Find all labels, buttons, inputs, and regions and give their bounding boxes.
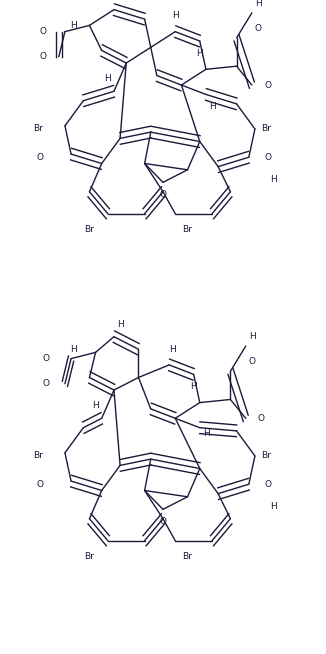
Text: H: H (70, 345, 77, 354)
Text: H: H (117, 320, 124, 328)
Text: Br: Br (183, 552, 192, 561)
Text: O: O (255, 24, 262, 33)
Text: O: O (39, 52, 47, 61)
Text: H: H (249, 332, 256, 341)
Text: Br: Br (84, 225, 95, 234)
Text: H: H (92, 402, 99, 410)
Text: O: O (159, 190, 167, 199)
Text: O: O (39, 27, 47, 36)
Text: Br: Br (84, 552, 95, 561)
Text: O: O (264, 153, 271, 162)
Text: H: H (255, 0, 262, 8)
Text: Br: Br (183, 225, 192, 234)
Text: H: H (209, 103, 216, 111)
Text: H: H (270, 502, 277, 511)
Text: Br: Br (261, 124, 271, 133)
Text: O: O (264, 80, 271, 90)
Text: O: O (37, 480, 43, 489)
Text: H: H (169, 345, 176, 354)
Text: O: O (37, 153, 43, 162)
Text: O: O (43, 354, 50, 363)
Text: Br: Br (34, 451, 43, 460)
Text: Br: Br (261, 451, 271, 460)
Text: H: H (70, 21, 77, 30)
Text: H: H (203, 430, 210, 438)
Text: H: H (172, 12, 179, 20)
Text: Br: Br (34, 124, 43, 133)
Text: H: H (190, 383, 197, 391)
Text: H: H (104, 75, 111, 83)
Text: O: O (43, 379, 50, 388)
Text: O: O (264, 480, 271, 489)
Text: O: O (159, 517, 167, 526)
Text: H: H (196, 49, 203, 58)
Text: O: O (249, 357, 256, 366)
Text: H: H (123, 0, 130, 1)
Text: O: O (258, 414, 265, 422)
Text: H: H (270, 175, 277, 184)
